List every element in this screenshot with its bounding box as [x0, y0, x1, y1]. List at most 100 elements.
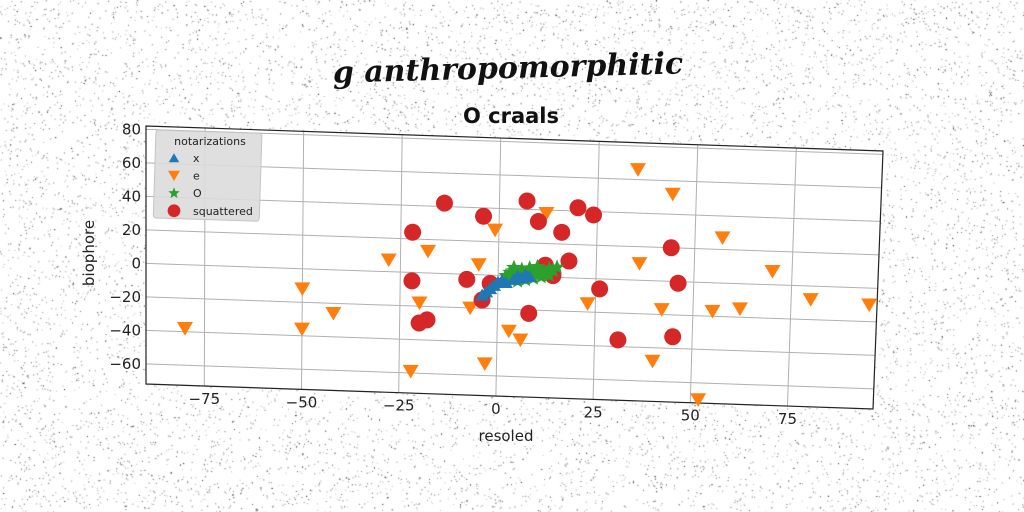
legend-label: squattered — [193, 205, 253, 218]
y-gridline — [145, 329, 876, 356]
y-tick-label: 60 — [122, 154, 141, 172]
data-point — [529, 258, 546, 274]
y-axis-label: biophore — [80, 220, 98, 286]
x-gridline — [301, 131, 305, 390]
series-x — [475, 268, 537, 301]
data-point — [411, 296, 428, 311]
y-gridline — [145, 162, 882, 189]
legend-marker — [168, 187, 180, 199]
data-point — [518, 192, 536, 210]
data-point — [410, 314, 428, 332]
data-point — [404, 223, 422, 241]
data-point — [631, 257, 648, 271]
data-point — [585, 206, 603, 224]
data-point — [500, 324, 517, 339]
plot-axes: −75 −50 −25 0 25 50 75 80 60 40 20 0 −20 −40 −60 notari… — [109, 120, 884, 428]
x-tick-label: 50 — [681, 407, 700, 425]
data-point — [629, 163, 646, 177]
data-point — [569, 199, 587, 217]
data-point — [380, 253, 397, 268]
x-tick-label: −50 — [286, 393, 318, 411]
data-point — [653, 303, 670, 317]
data-point — [294, 322, 311, 337]
data-point — [325, 306, 342, 321]
data-point — [861, 298, 878, 313]
data-point — [514, 261, 530, 276]
data-point — [506, 259, 522, 274]
data-point — [704, 304, 721, 319]
data-point — [664, 328, 682, 346]
y-gridline — [145, 128, 883, 155]
legend-label: x — [193, 152, 200, 165]
data-point — [470, 258, 487, 272]
data-point — [533, 268, 549, 284]
data-point — [537, 264, 553, 279]
data-point — [553, 223, 571, 241]
series-squattered — [403, 192, 687, 349]
data-point — [690, 393, 707, 407]
data-point — [522, 270, 537, 283]
legend-label: e — [193, 170, 200, 183]
plot-frame — [145, 125, 884, 410]
y-gridline — [145, 229, 879, 256]
data-point — [458, 270, 476, 288]
x-tick-label: 75 — [778, 410, 797, 428]
data-point — [520, 304, 538, 322]
data-point — [609, 331, 627, 349]
x-gridline — [495, 138, 502, 397]
y-tick-label: −40 — [109, 321, 141, 339]
data-point — [538, 206, 555, 221]
series-e — [176, 163, 878, 407]
legend-marker — [168, 153, 180, 163]
y-tick-label: −20 — [109, 288, 141, 306]
data-point — [529, 212, 547, 230]
legend-label: O — [193, 187, 202, 200]
data-point — [498, 276, 513, 288]
x-tick-label: −75 — [188, 390, 220, 408]
data-point — [579, 297, 596, 311]
data-point — [512, 333, 529, 348]
legend-marker — [168, 170, 180, 181]
data-point — [731, 302, 748, 317]
data-point — [591, 280, 609, 298]
data-point — [435, 194, 453, 212]
data-point — [644, 354, 661, 369]
data-point — [802, 293, 819, 307]
y-tick-label: 40 — [122, 187, 141, 205]
legend-title: notarizations — [174, 135, 246, 148]
data-point — [502, 271, 518, 286]
data-point — [714, 231, 731, 245]
y-tick-label: 0 — [131, 254, 141, 272]
data-point — [420, 244, 437, 259]
data-point — [403, 272, 421, 290]
x-gridline — [689, 144, 699, 403]
data-point — [549, 259, 565, 274]
legend-box — [152, 129, 263, 222]
x-gridline — [786, 148, 797, 407]
x-gridline — [398, 134, 403, 393]
y-tick-label: 80 — [122, 120, 141, 138]
data-point — [522, 260, 538, 275]
data-point — [560, 252, 578, 270]
data-point — [487, 223, 504, 238]
x-gridline — [592, 141, 600, 400]
data-point — [462, 301, 479, 316]
legend-marker — [167, 204, 181, 218]
data-point — [664, 187, 681, 202]
x-axis-label: resoled — [479, 427, 534, 445]
chart-suptitle: g anthropomorphitic — [332, 46, 683, 90]
y-tick-label: −60 — [109, 355, 141, 373]
data-point — [176, 321, 193, 336]
data-point — [402, 364, 419, 379]
y-gridline — [145, 363, 874, 390]
data-point — [541, 267, 557, 282]
x-tick-label: −25 — [383, 397, 415, 415]
data-point — [476, 357, 493, 371]
x-tick-label: 25 — [584, 403, 603, 421]
y-gridline — [145, 195, 881, 222]
x-tick-label: 0 — [491, 400, 501, 418]
data-point — [475, 288, 490, 301]
y-gridline — [145, 296, 877, 323]
